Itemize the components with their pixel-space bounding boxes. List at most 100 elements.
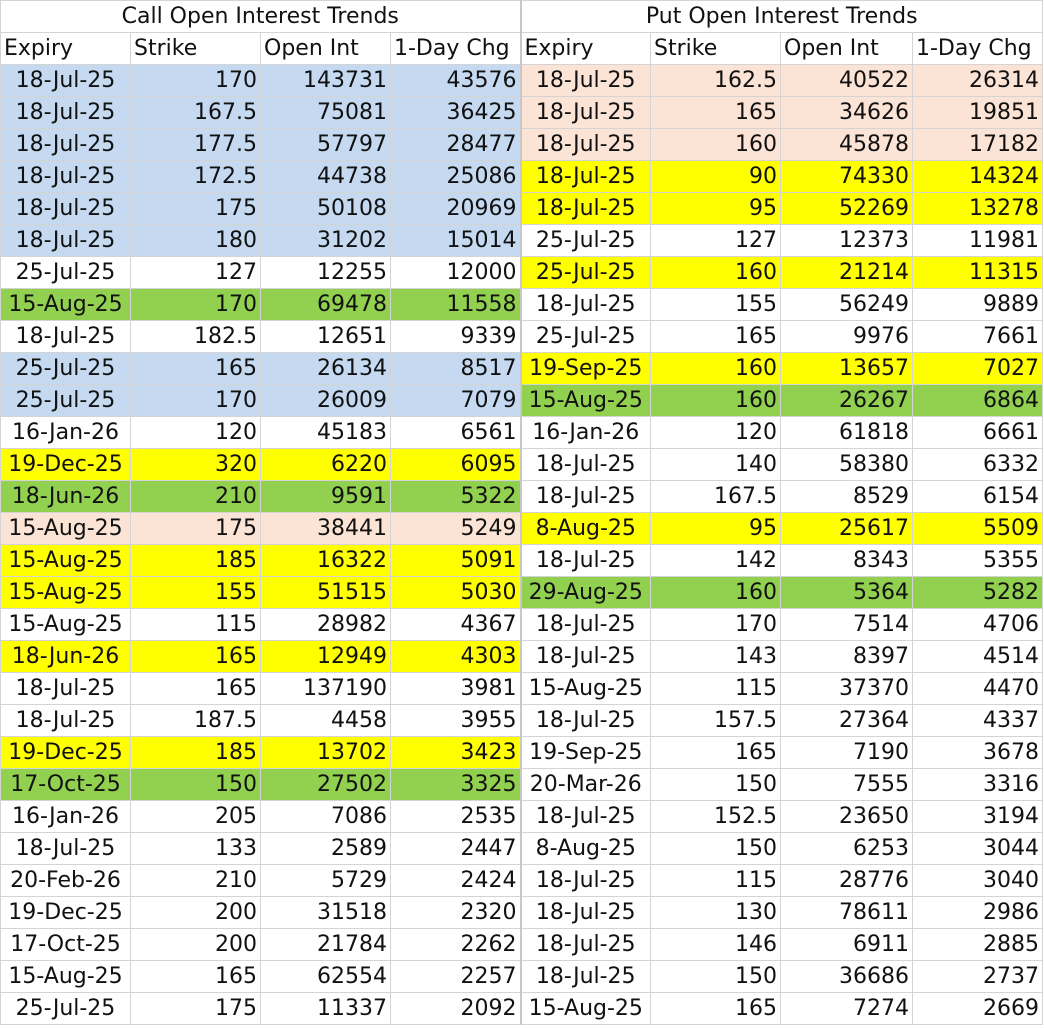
put-expiry-cell: 18-Jul-25 — [520, 608, 651, 641]
put-strike-cell: 140 — [650, 448, 781, 481]
put-strike-cell: 127 — [650, 224, 781, 257]
call-expiry-cell: 18-Jul-25 — [0, 192, 131, 225]
call-strike-cell: 170 — [130, 384, 261, 417]
table-row: 25-Jul-25 170 26009 7079 15-Aug-25 160 26267 68… — [0, 384, 1043, 417]
put-expiry-cell: 18-Jul-25 — [520, 544, 651, 577]
put-open-int-cell: 36686 — [780, 960, 913, 993]
put-expiry-cell: 18-Jul-25 — [520, 800, 651, 833]
call-1-day-chg-cell: 5030 — [390, 576, 522, 609]
put-open-int-cell: 27364 — [780, 704, 913, 737]
call-1-day-chg-cell: 2424 — [390, 864, 522, 897]
call-expiry-cell: 15-Aug-25 — [0, 960, 131, 993]
put-expiry-cell: 18-Jul-25 — [520, 448, 651, 481]
put-strike-cell: 170 — [650, 608, 781, 641]
put-expiry-cell: 8-Aug-25 — [520, 512, 651, 545]
put-1-day-chg-cell: 5509 — [912, 512, 1043, 545]
call-expiry-cell: 19-Dec-25 — [0, 896, 131, 929]
put-expiry-cell: 18-Jul-25 — [520, 640, 651, 673]
call-1-day-chg-cell: 25086 — [390, 160, 522, 193]
call-open-int-cell: 50108 — [260, 192, 391, 225]
table-row: 15-Aug-25 155 51515 5030 29-Aug-25 160 5364 528… — [0, 576, 1043, 609]
call-open-int-cell: 31518 — [260, 896, 391, 929]
call-open-int-cell: 16322 — [260, 544, 391, 577]
call-expiry-cell: 18-Jul-25 — [0, 96, 131, 129]
put-expiry-cell: 8-Aug-25 — [520, 832, 651, 865]
put-1-day-chg-cell: 14324 — [912, 160, 1043, 193]
put-strike-cell: 162.5 — [650, 64, 781, 97]
call-expiry-cell: 18-Jul-25 — [0, 704, 131, 737]
put-open-int-cell: 56249 — [780, 288, 913, 321]
call-strike-cell: 165 — [130, 960, 261, 993]
call-expiry-cell: 18-Jul-25 — [0, 224, 131, 257]
put-expiry-cell: 15-Aug-25 — [520, 672, 651, 705]
table-row: 18-Jul-25 170 143731 43576 18-Jul-25 162.5 405… — [0, 64, 1043, 97]
call-open-int-cell: 4458 — [260, 704, 391, 737]
put-open-int-cell: 8397 — [780, 640, 913, 673]
put-open-int-cell: 6911 — [780, 928, 913, 961]
put-1-day-chg-cell: 2885 — [912, 928, 1043, 961]
call-strike-cell: 172.5 — [130, 160, 261, 193]
call-strike-cell: 165 — [130, 640, 261, 673]
call-expiry-cell: 18-Jun-26 — [0, 480, 131, 513]
put-strike-cell: 120 — [650, 416, 781, 449]
call-strike-cell: 210 — [130, 864, 261, 897]
put-strike-cell: 143 — [650, 640, 781, 673]
table-row: 15-Aug-25 175 38441 5249 8-Aug-25 95 25617 5509 — [0, 512, 1043, 545]
put-header-strike: Strike — [650, 32, 781, 65]
put-strike-cell: 165 — [650, 992, 781, 1025]
table-row: 19-Dec-25 320 6220 6095 18-Jul-25 140 58380 633… — [0, 448, 1043, 481]
section-title-row: Call Open Interest Trends Put Open Inter… — [0, 0, 1043, 33]
column-header-row: Expiry Strike Open Int 1-Day Chg Expiry … — [0, 32, 1043, 65]
call-open-int-cell: 21784 — [260, 928, 391, 961]
put-1-day-chg-cell: 3040 — [912, 864, 1043, 897]
put-1-day-chg-cell: 4706 — [912, 608, 1043, 641]
put-1-day-chg-cell: 5355 — [912, 544, 1043, 577]
put-strike-cell: 160 — [650, 352, 781, 385]
call-strike-cell: 115 — [130, 608, 261, 641]
call-expiry-cell: 18-Jul-25 — [0, 64, 131, 97]
table-row: 25-Jul-25 165 26134 8517 19-Sep-25 160 13657 70… — [0, 352, 1043, 385]
table-row: 15-Aug-25 185 16322 5091 18-Jul-25 142 8343 535… — [0, 544, 1043, 577]
put-1-day-chg-cell: 6332 — [912, 448, 1043, 481]
put-header-expiry: Expiry — [520, 32, 651, 65]
call-open-int-cell: 12949 — [260, 640, 391, 673]
table-row: 18-Jul-25 175 50108 20969 18-Jul-25 95 52269 13… — [0, 192, 1043, 225]
put-open-int-cell: 37370 — [780, 672, 913, 705]
put-open-int-cell: 5364 — [780, 576, 913, 609]
put-open-int-cell: 26267 — [780, 384, 913, 417]
table-row: 16-Jan-26 205 7086 2535 18-Jul-25 152.5 23650 3… — [0, 800, 1043, 833]
call-1-day-chg-cell: 20969 — [390, 192, 522, 225]
call-open-int-cell: 45183 — [260, 416, 391, 449]
put-expiry-cell: 18-Jul-25 — [520, 288, 651, 321]
call-1-day-chg-cell: 3423 — [390, 736, 522, 769]
put-open-int-cell: 28776 — [780, 864, 913, 897]
table-row: 18-Jul-25 167.5 75081 36425 18-Jul-25 165 3462… — [0, 96, 1043, 129]
put-expiry-cell: 18-Jul-25 — [520, 160, 651, 193]
table-row: 20-Feb-26 210 5729 2424 18-Jul-25 115 28776 304… — [0, 864, 1043, 897]
call-open-int-cell: 31202 — [260, 224, 391, 257]
call-strike-cell: 180 — [130, 224, 261, 257]
call-1-day-chg-cell: 7079 — [390, 384, 522, 417]
call-strike-cell: 210 — [130, 480, 261, 513]
table-row: 19-Dec-25 200 31518 2320 18-Jul-25 130 78611 29… — [0, 896, 1043, 929]
put-open-int-cell: 8529 — [780, 480, 913, 513]
table-row: 18-Jun-26 210 9591 5322 18-Jul-25 167.5 8529 61… — [0, 480, 1043, 513]
put-open-int-cell: 25617 — [780, 512, 913, 545]
put-open-int-cell: 23650 — [780, 800, 913, 833]
call-1-day-chg-cell: 2320 — [390, 896, 522, 929]
put-expiry-cell: 18-Jul-25 — [520, 704, 651, 737]
put-expiry-cell: 15-Aug-25 — [520, 384, 651, 417]
call-open-int-cell: 12255 — [260, 256, 391, 289]
put-strike-cell: 152.5 — [650, 800, 781, 833]
call-open-int-cell: 28982 — [260, 608, 391, 641]
put-strike-cell: 95 — [650, 192, 781, 225]
table-row: 18-Jul-25 182.5 12651 9339 25-Jul-25 165 9976 7… — [0, 320, 1043, 353]
put-open-int-cell: 12373 — [780, 224, 913, 257]
put-expiry-cell: 25-Jul-25 — [520, 320, 651, 353]
put-1-day-chg-cell: 11981 — [912, 224, 1043, 257]
call-1-day-chg-cell: 6095 — [390, 448, 522, 481]
call-expiry-cell: 15-Aug-25 — [0, 288, 131, 321]
put-strike-cell: 150 — [650, 768, 781, 801]
put-strike-cell: 150 — [650, 832, 781, 865]
